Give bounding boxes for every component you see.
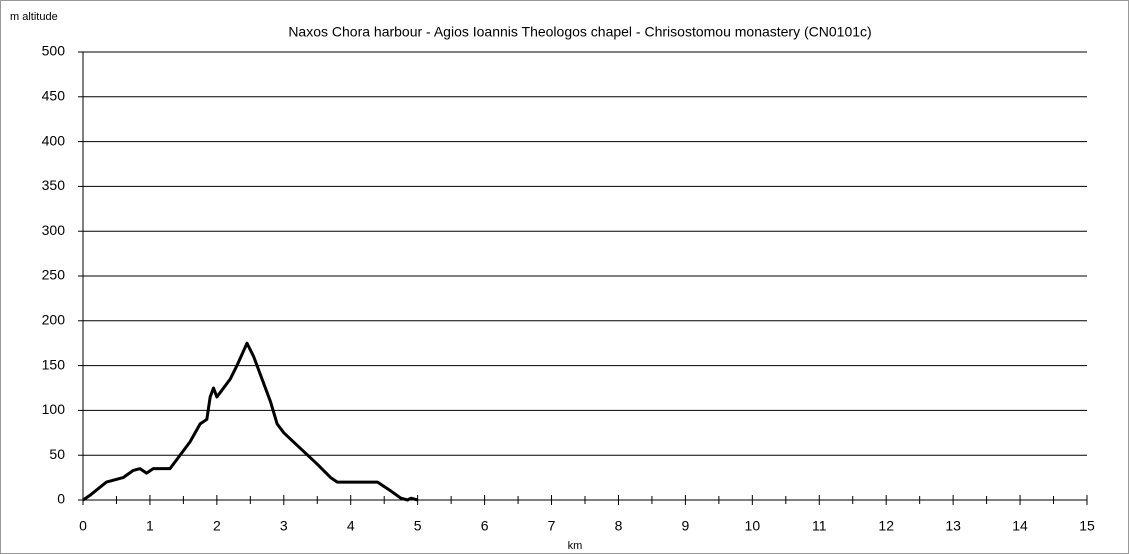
y-tick-label: 50	[49, 446, 65, 462]
chart-title: Naxos Chora harbour - Agios Ioannis Theo…	[288, 24, 871, 40]
y-tick-label: 0	[57, 491, 65, 507]
y-tick-label: 400	[42, 132, 66, 148]
x-tick-label: 3	[280, 518, 288, 534]
x-tick-label: 5	[414, 518, 422, 534]
x-tick-label: 14	[1012, 518, 1028, 534]
x-tick-label: 9	[682, 518, 690, 534]
x-tick-label: 7	[548, 518, 556, 534]
x-tick-label: 15	[1079, 518, 1095, 534]
altitude-line	[82, 341, 419, 502]
y-tick-label: 500	[42, 43, 66, 59]
y-tick-label: 450	[42, 88, 66, 104]
x-tick-label: 10	[745, 518, 761, 534]
x-tick-label: 2	[213, 518, 221, 534]
y-tick-label: 200	[42, 312, 66, 328]
x-tick-label: 1	[146, 518, 154, 534]
y-tick-label: 150	[42, 356, 66, 372]
x-tick-label: 8	[615, 518, 623, 534]
y-tick-label: 350	[42, 177, 66, 193]
x-tick-label: 0	[79, 518, 87, 534]
y-tick-label: 100	[42, 401, 66, 417]
x-tick-label: 12	[878, 518, 894, 534]
x-tick-label: 6	[481, 518, 489, 534]
x-axis-label: km	[568, 540, 583, 552]
y-axis-label: m altitude	[10, 11, 58, 23]
x-tick-label: 13	[945, 518, 961, 534]
x-tick-label: 4	[347, 518, 355, 534]
y-tick-label: 300	[42, 222, 66, 238]
x-tick-label: 11	[812, 518, 827, 534]
y-tick-label: 250	[42, 267, 66, 283]
